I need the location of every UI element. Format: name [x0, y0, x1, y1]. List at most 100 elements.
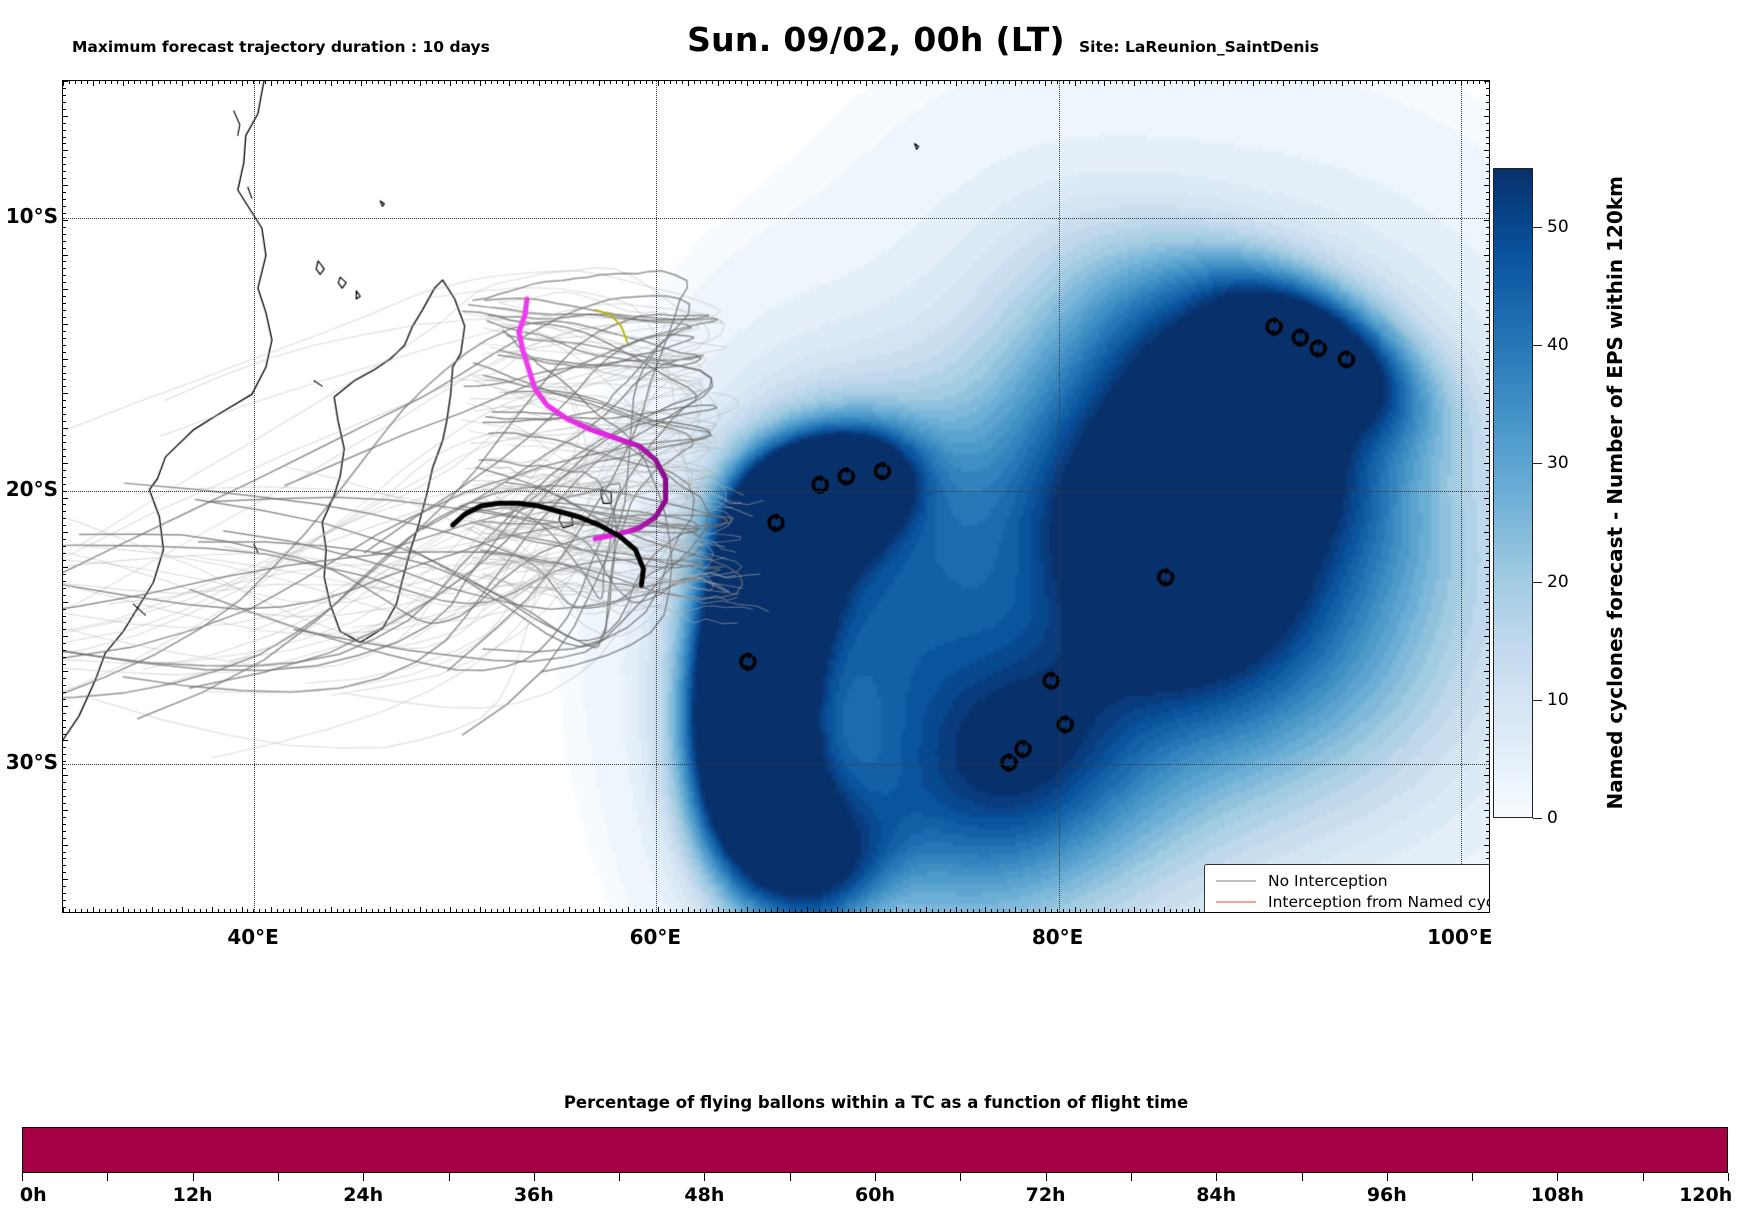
frame-tick	[1205, 81, 1212, 84]
frame-tick	[63, 858, 66, 865]
frame-tick	[63, 129, 66, 137]
frame-tick	[1484, 289, 1489, 296]
frame-tick	[63, 809, 68, 817]
frame-tick	[1484, 254, 1489, 262]
frame-tick	[1211, 81, 1218, 84]
frame-tick	[63, 761, 66, 768]
frame-tick	[295, 81, 302, 84]
legend-item-1[interactable]: Interception from Named cyclone	[1214, 892, 1489, 913]
flight-time-label-12: 12h	[172, 1184, 213, 1206]
frame-tick	[63, 455, 66, 463]
frame-tick	[646, 909, 653, 912]
frame-tick	[1486, 594, 1489, 602]
frame-tick	[63, 740, 68, 747]
frame-tick	[63, 171, 66, 178]
frame-tick	[378, 909, 385, 912]
frame-tick	[991, 909, 998, 912]
frame-tick	[455, 81, 463, 84]
frame-tick	[63, 379, 66, 386]
frame-tick	[408, 81, 415, 84]
frame-tick	[1354, 81, 1361, 84]
frame-tick	[63, 178, 66, 185]
frame-tick	[527, 81, 534, 84]
flight-time-tick	[192, 1173, 194, 1181]
frame-tick	[979, 909, 986, 912]
frame-tick	[63, 573, 66, 581]
frame-tick	[223, 909, 231, 912]
frame-tick	[1486, 199, 1489, 206]
frame-tick	[1486, 421, 1489, 428]
frame-tick	[1486, 296, 1489, 303]
frame-tick	[544, 909, 552, 912]
frame-tick	[771, 81, 778, 84]
frame-tick	[1122, 909, 1129, 912]
frame-tick	[1486, 684, 1489, 692]
forecast-map[interactable]: No Interception Interception from Named c…	[62, 80, 1490, 913]
frame-tick	[1050, 81, 1058, 84]
frame-tick	[1199, 81, 1206, 84]
frame-tick	[63, 546, 66, 553]
frame-tick	[306, 909, 314, 912]
frame-tick	[1486, 858, 1489, 865]
frame-tick	[1486, 330, 1489, 338]
frame-tick	[312, 81, 320, 84]
frame-tick	[1169, 81, 1177, 84]
frame-tick	[1330, 81, 1337, 84]
frame-tick	[1486, 351, 1489, 359]
frame-tick	[63, 94, 66, 102]
frame-tick	[1235, 81, 1242, 84]
legend-item-2[interactable]: Interception from Trochoid	[1214, 912, 1490, 913]
colorbar[interactable]: 0 10 20 30 40 50	[1493, 168, 1569, 828]
frame-tick	[259, 909, 266, 912]
frame-tick	[1486, 240, 1489, 248]
map-legend[interactable]: No Interception Interception from Named c…	[1204, 864, 1490, 913]
frame-tick	[1139, 81, 1147, 84]
flight-time-bar[interactable]	[22, 1127, 1728, 1173]
frame-tick	[402, 909, 409, 912]
frame-tick	[396, 909, 403, 912]
frame-tick	[289, 81, 296, 84]
frame-tick	[759, 81, 766, 84]
frame-tick	[1486, 622, 1489, 629]
frame-tick	[63, 719, 66, 727]
frame-tick	[782, 81, 790, 84]
frame-tick	[1486, 677, 1489, 685]
frame-tick	[63, 553, 66, 560]
frame-tick	[182, 81, 189, 86]
frame-tick	[74, 909, 82, 912]
frame-tick	[63, 698, 66, 706]
frame-tick	[1486, 789, 1489, 796]
legend-item-0[interactable]: No Interception	[1214, 871, 1489, 892]
frame-tick	[461, 81, 469, 84]
frame-tick	[812, 81, 820, 84]
frame-tick	[610, 81, 617, 84]
frame-tick	[253, 81, 260, 84]
frame-tick	[479, 907, 487, 912]
frame-tick	[1486, 455, 1489, 463]
frame-tick	[497, 81, 504, 84]
frame-tick	[806, 81, 814, 86]
frame-tick	[1342, 81, 1349, 86]
frame-tick	[1009, 81, 1016, 84]
colorbar-gradient	[1493, 168, 1533, 818]
frame-tick	[1163, 907, 1171, 912]
frame-tick	[63, 199, 66, 206]
frame-tick	[63, 421, 66, 428]
frame-tick	[1484, 705, 1489, 713]
colorbar-tick-20	[1533, 581, 1542, 583]
frame-tick	[330, 907, 338, 912]
frame-tick	[63, 802, 66, 810]
frame-tick	[580, 81, 588, 84]
frame-tick	[63, 705, 68, 713]
frame-tick	[1486, 587, 1489, 595]
frame-tick	[503, 909, 510, 912]
frame-tick	[812, 909, 820, 912]
frame-tick	[1486, 136, 1489, 144]
flight-time-tick	[1728, 1173, 1729, 1181]
frame-tick	[152, 907, 159, 912]
frame-tick	[1486, 504, 1489, 511]
frame-tick	[1015, 907, 1022, 912]
frame-tick	[735, 81, 742, 84]
frame-tick	[414, 909, 421, 912]
frame-tick	[360, 81, 368, 86]
